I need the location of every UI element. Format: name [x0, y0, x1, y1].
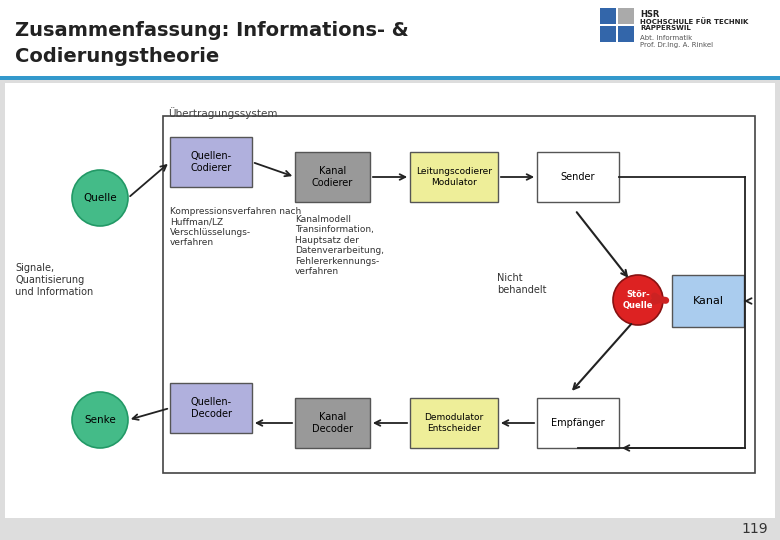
Text: Quellen-
Codierer: Quellen- Codierer [190, 151, 232, 173]
Bar [600, 26, 616, 42]
Text: HSR: HSR [640, 10, 659, 19]
Bar [618, 8, 634, 24]
Text: Kanal
Codierer: Kanal Codierer [312, 166, 353, 188]
Bar [537, 152, 619, 202]
Text: Empfänger: Empfänger [551, 418, 604, 428]
Circle shape [72, 392, 128, 448]
Bar [170, 383, 252, 433]
Text: Stör-
Quelle: Stör- Quelle [622, 291, 654, 310]
Text: Sender: Sender [561, 172, 595, 182]
Text: Kanal: Kanal [693, 296, 724, 306]
Text: Übertragungssystem: Übertragungssystem [168, 107, 278, 119]
Text: Quellen-
Decoder: Quellen- Decoder [190, 397, 232, 419]
Bar [618, 26, 634, 42]
Text: Zusammenfassung: Informations- &: Zusammenfassung: Informations- & [15, 21, 409, 39]
Text: HOCHSCHULE FÜR TECHNIK: HOCHSCHULE FÜR TECHNIK [640, 18, 748, 25]
Bar [0, 80, 780, 540]
Bar [0, 518, 780, 540]
Text: Prof. Dr.Ing. A. Rinkel: Prof. Dr.Ing. A. Rinkel [640, 42, 713, 48]
Text: Kanalmodell
Transinformation,
Hauptsatz der
Datenverarbeitung,
Fehlererkennungs-: Kanalmodell Transinformation, Hauptsatz … [295, 215, 384, 276]
Bar [672, 275, 744, 327]
Text: Kompressionsverfahren nach
Huffman/LZ
Verschlüsselungs-
verfahren: Kompressionsverfahren nach Huffman/LZ Ve… [170, 207, 301, 247]
Text: Demodulator
Entscheider: Demodulator Entscheider [424, 413, 484, 433]
Bar [295, 152, 370, 202]
Bar [170, 137, 252, 187]
Circle shape [72, 170, 128, 226]
Bar [410, 398, 498, 448]
Bar [295, 398, 370, 448]
Text: Signale,
Quantisierung
und Information: Signale, Quantisierung und Information [15, 264, 94, 296]
Bar [0, 76, 780, 80]
Text: Nicht
behandelt: Nicht behandelt [497, 273, 547, 295]
Bar [600, 8, 616, 24]
Text: Codierungstheorie: Codierungstheorie [15, 48, 219, 66]
Text: Abt. Informatik: Abt. Informatik [640, 35, 693, 41]
Bar [0, 0, 780, 78]
Bar [163, 116, 755, 473]
Text: 119: 119 [742, 522, 768, 536]
Text: Senke: Senke [84, 415, 116, 425]
Text: Quelle: Quelle [83, 193, 117, 203]
Bar [410, 152, 498, 202]
Text: Kanal
Decoder: Kanal Decoder [312, 412, 353, 434]
Bar [537, 398, 619, 448]
Text: RAPPERSWIL: RAPPERSWIL [640, 25, 691, 31]
Text: Leitungscodierer
Modulator: Leitungscodierer Modulator [416, 167, 492, 187]
Circle shape [613, 275, 663, 325]
Bar [5, 83, 775, 533]
